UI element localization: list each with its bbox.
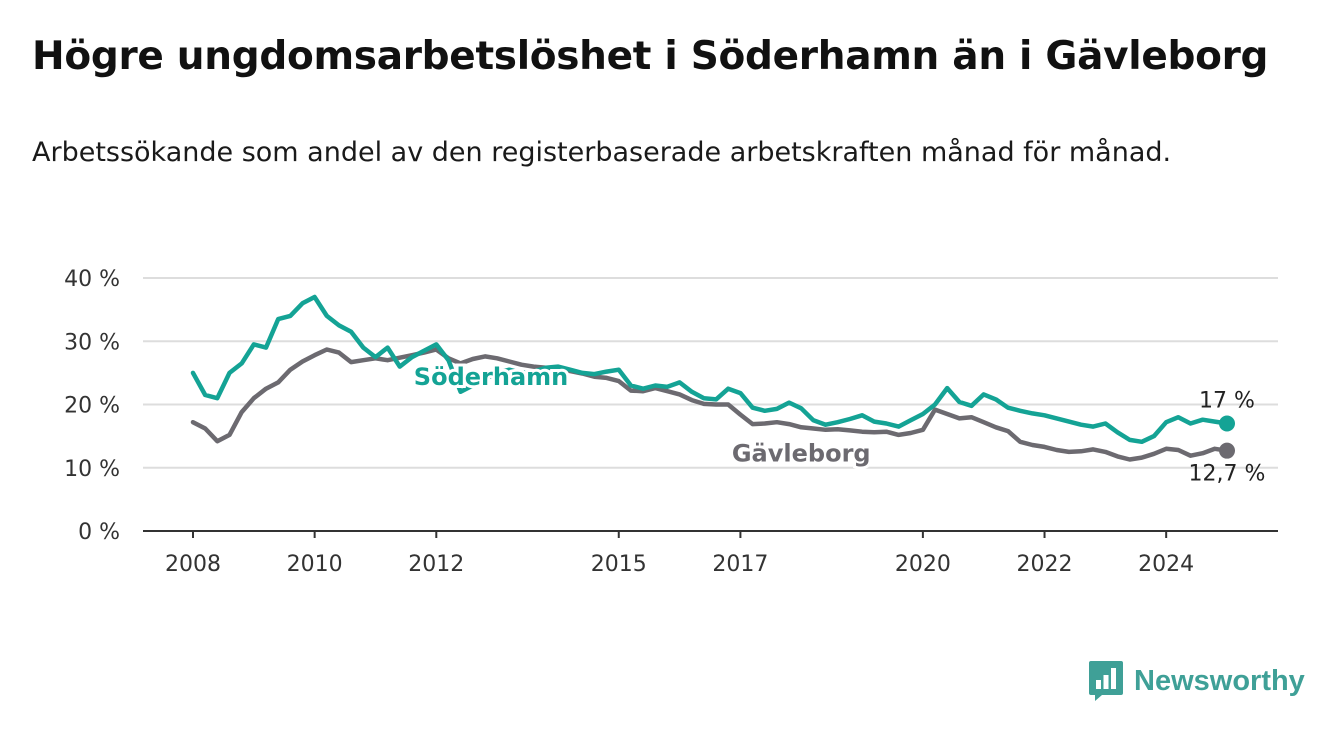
y-tick-label: 40 % [64,267,120,292]
x-tick-label: 2012 [408,552,464,577]
y-tick-label: 30 % [64,330,120,355]
chart-title: Högre ungdomsarbetslöshet i Söderhamn än… [32,34,1269,79]
x-tick-label: 2010 [287,552,343,577]
newsworthy-brand: Newsworthy [1088,660,1305,702]
series-end-marker [1219,415,1235,432]
series-end-marker [1219,442,1235,459]
series-line-soderhamn [190,294,1230,445]
series-line-gavleborg [190,347,1230,462]
x-tick-label: 2024 [1138,552,1194,577]
y-tick-label: 20 % [64,394,120,419]
newsworthy-logo-icon [1089,661,1123,701]
series-end-label: 17 % [1199,388,1255,413]
x-axis: 2008 2010 2012 2015 2017 2020 2022 2024 [143,530,1278,577]
series-name-label: Gävleborg [732,439,871,467]
y-axis-ticks: 0 % 10 % 20 % 30 % 40 % [64,267,120,545]
y-tick-label: 10 % [64,457,120,482]
series-end-label: 12,7 % [1189,462,1266,487]
x-tick-label: 2008 [165,552,221,577]
series-name-label: Söderhamn [414,363,568,391]
chart-subtitle: Arbetssökande som andel av den registerb… [32,137,1172,168]
x-tick-label: 2015 [591,552,647,577]
series-lines [190,294,1235,462]
x-tick-label: 2022 [1017,552,1073,577]
x-tick-label: 2017 [712,552,768,577]
y-tick-label: 0 % [78,520,120,545]
x-tick-label: 2020 [895,552,951,577]
series-labels: 12,7 % Gävleborg 17 % Söderhamn [411,360,1266,487]
gridlines [143,277,1278,469]
line-chart: 0 % 10 % 20 % 30 % 40 % 2008 2010 2012 2015 2017… [64,267,1278,577]
brand-name: Newsworthy [1134,664,1305,697]
